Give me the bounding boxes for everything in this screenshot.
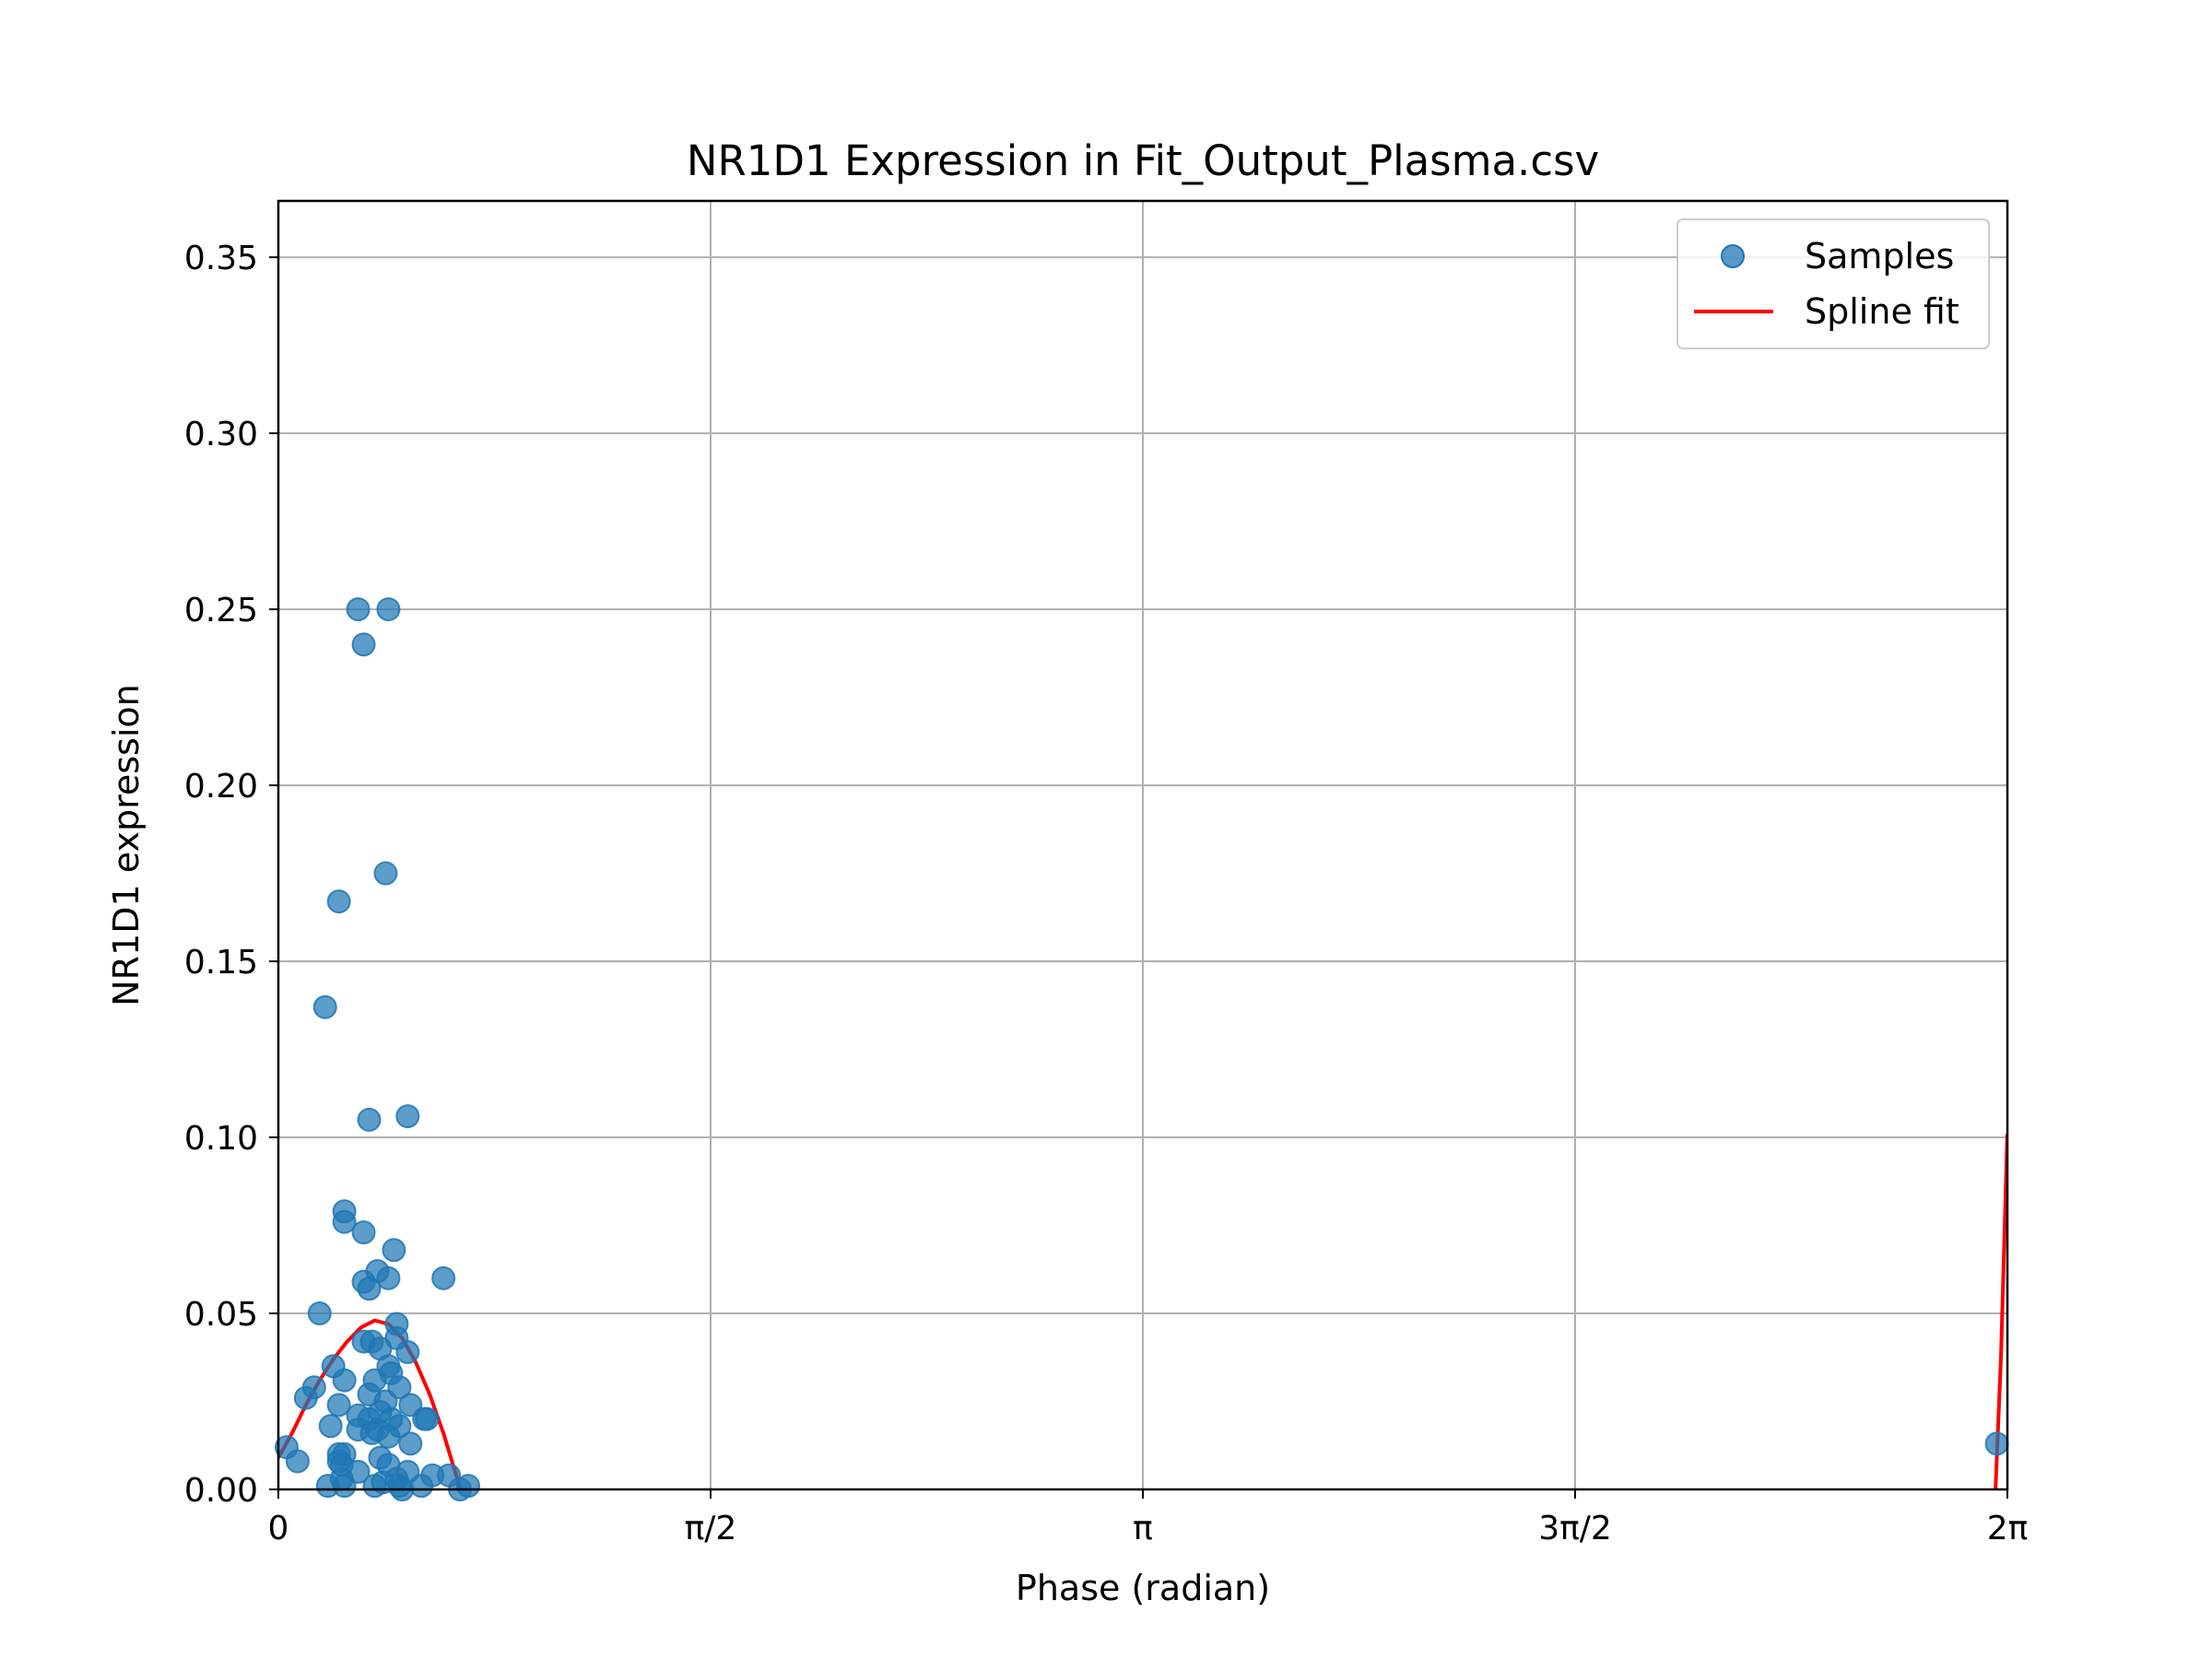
x-tick-label: π/2 — [685, 1510, 737, 1547]
x-tick-label: 2π — [1987, 1510, 2029, 1547]
sample-point — [395, 1104, 420, 1129]
y-tick-label: 0.30 — [184, 416, 258, 453]
sample-point — [1984, 1431, 2009, 1456]
x-tick-label: 0 — [268, 1510, 289, 1547]
sample-point — [346, 597, 371, 622]
sample-point — [326, 889, 351, 914]
y-tick-label: 0.15 — [184, 944, 258, 982]
sample-point — [307, 1301, 332, 1326]
y-tick-label: 0.05 — [184, 1296, 258, 1334]
sample-point — [332, 1368, 357, 1393]
sample-point — [332, 1474, 357, 1499]
sample-point — [398, 1431, 423, 1456]
sample-point — [362, 1474, 387, 1499]
legend-samples-marker — [1721, 244, 1745, 268]
x-tick-label: 3π/2 — [1538, 1510, 1612, 1547]
chart-title: NR1D1 Expression in Fit_Output_Plasma.cs… — [687, 136, 1599, 185]
sample-point — [318, 1414, 343, 1439]
y-axis-title: NR1D1 expression — [106, 684, 147, 1006]
sample-point — [376, 597, 401, 622]
y-tick-label: 0.25 — [184, 592, 258, 629]
y-tick-label: 0.35 — [184, 240, 258, 277]
sample-point — [409, 1474, 434, 1499]
samples-series — [274, 597, 2009, 1501]
sample-point — [293, 1385, 318, 1410]
sample-point — [357, 1277, 382, 1301]
sample-point — [357, 1107, 382, 1132]
sample-point — [382, 1238, 406, 1263]
sample-point — [431, 1265, 456, 1290]
sample-point — [395, 1340, 420, 1365]
x-tick-label: π — [1133, 1510, 1153, 1547]
sample-point — [376, 1265, 401, 1290]
sample-point — [351, 1220, 376, 1245]
sample-point — [376, 1424, 401, 1449]
legend-spline-label: Spline fit — [1805, 291, 1959, 332]
x-axis-ticks: 0 π/2 π 3π/2 2π — [268, 1489, 2029, 1547]
y-tick-label: 0.10 — [184, 1120, 258, 1158]
x-axis-title: Phase (radian) — [1016, 1568, 1270, 1608]
y-tick-label: 0.20 — [184, 768, 258, 806]
y-axis-ticks: 0.00 0.05 0.10 0.15 0.20 0.25 0.30 0.35 — [184, 240, 278, 1510]
sample-point — [285, 1449, 310, 1474]
sample-point — [326, 1393, 351, 1418]
y-tick-label: 0.00 — [184, 1472, 258, 1510]
sample-point — [415, 1406, 440, 1431]
sample-point — [312, 994, 337, 1019]
sample-point — [332, 1209, 357, 1234]
sample-point — [351, 632, 376, 657]
legend-samples-label: Samples — [1805, 236, 1954, 276]
grid — [277, 201, 2008, 1490]
legend-box — [1677, 218, 1990, 349]
legend: Samples Spline fit — [1677, 218, 1990, 349]
sample-point — [373, 861, 398, 886]
